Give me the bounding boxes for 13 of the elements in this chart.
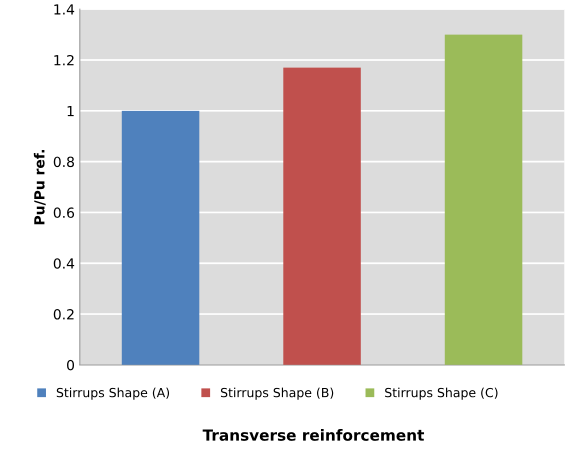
y-tick-label: 0 bbox=[67, 360, 74, 370]
y-tick-label: 0.6 bbox=[54, 207, 74, 218]
legend-label: Stirrups Shape (A) bbox=[56, 388, 170, 400]
y-tick-label: 1 bbox=[68, 106, 74, 116]
y-tick-label: 1.2 bbox=[54, 54, 74, 66]
y-tick-label: 0.8 bbox=[54, 156, 74, 168]
legend-label: Stirrups Shape (B) bbox=[220, 388, 334, 400]
y-tick-label: 1.4 bbox=[54, 4, 74, 14]
y-tick-label: 0.2 bbox=[54, 309, 74, 320]
y-axis-title: Pu/Pu ref. bbox=[34, 150, 46, 224]
y-tick-label: 0.4 bbox=[54, 258, 74, 269]
x-axis-title: Transverse reinforcement bbox=[202, 429, 424, 441]
legend-label: Stirrups Shape (C) bbox=[385, 388, 498, 400]
